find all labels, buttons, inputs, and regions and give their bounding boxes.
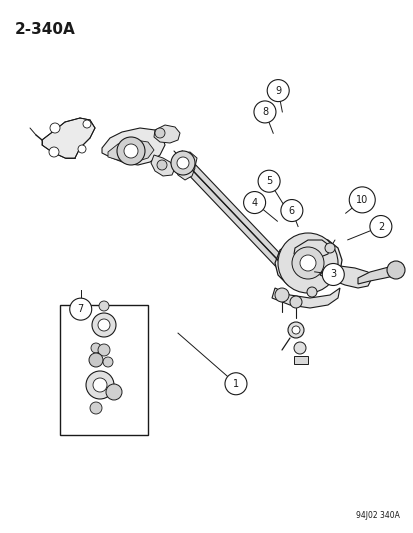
Circle shape <box>291 326 299 334</box>
Polygon shape <box>293 356 307 364</box>
Polygon shape <box>42 118 95 158</box>
Circle shape <box>257 170 280 192</box>
Circle shape <box>349 187 374 213</box>
Circle shape <box>106 384 122 400</box>
FancyBboxPatch shape <box>60 305 147 435</box>
Circle shape <box>93 378 107 392</box>
Circle shape <box>99 301 109 311</box>
Circle shape <box>299 255 315 271</box>
Circle shape <box>103 357 113 367</box>
Text: 94J02 340A: 94J02 340A <box>355 511 399 520</box>
Text: 3: 3 <box>330 270 335 279</box>
Polygon shape <box>319 266 371 288</box>
Polygon shape <box>175 152 197 170</box>
Polygon shape <box>108 140 154 162</box>
Circle shape <box>49 147 59 157</box>
Circle shape <box>90 402 102 414</box>
Polygon shape <box>173 151 299 282</box>
Text: 2-340A: 2-340A <box>15 22 76 37</box>
Text: 7: 7 <box>77 304 84 314</box>
Circle shape <box>293 342 305 354</box>
Circle shape <box>321 263 344 286</box>
Circle shape <box>98 319 110 331</box>
Circle shape <box>266 79 289 102</box>
Circle shape <box>243 191 265 214</box>
Circle shape <box>277 233 337 293</box>
Circle shape <box>287 322 303 338</box>
Circle shape <box>224 373 247 395</box>
Circle shape <box>98 344 110 356</box>
Circle shape <box>92 313 116 337</box>
Circle shape <box>324 243 334 253</box>
Circle shape <box>280 199 302 222</box>
Text: 6: 6 <box>288 206 294 215</box>
Circle shape <box>171 151 195 175</box>
Circle shape <box>83 120 91 128</box>
Circle shape <box>157 160 166 170</box>
Text: 5: 5 <box>265 176 272 186</box>
Circle shape <box>253 101 275 123</box>
Circle shape <box>386 261 404 279</box>
Text: 9: 9 <box>275 86 280 95</box>
Circle shape <box>91 343 101 353</box>
Circle shape <box>86 371 114 399</box>
Polygon shape <box>274 238 341 290</box>
Circle shape <box>369 215 391 238</box>
Circle shape <box>117 137 145 165</box>
Polygon shape <box>151 155 175 176</box>
Circle shape <box>124 144 138 158</box>
Text: 10: 10 <box>355 195 368 205</box>
Polygon shape <box>171 160 195 180</box>
Circle shape <box>89 353 103 367</box>
Circle shape <box>50 123 60 133</box>
Circle shape <box>291 247 323 279</box>
Text: 8: 8 <box>261 107 267 117</box>
Circle shape <box>177 157 189 169</box>
Circle shape <box>154 128 165 138</box>
Circle shape <box>69 298 92 320</box>
Circle shape <box>306 287 316 297</box>
Circle shape <box>289 296 301 308</box>
Polygon shape <box>271 288 339 308</box>
Circle shape <box>78 145 86 153</box>
Circle shape <box>274 288 288 302</box>
Text: 2: 2 <box>377 222 383 231</box>
Polygon shape <box>154 125 180 143</box>
Polygon shape <box>357 265 401 284</box>
Text: 1: 1 <box>233 379 238 389</box>
Text: 4: 4 <box>251 198 257 207</box>
Polygon shape <box>293 240 329 258</box>
Polygon shape <box>102 128 165 165</box>
